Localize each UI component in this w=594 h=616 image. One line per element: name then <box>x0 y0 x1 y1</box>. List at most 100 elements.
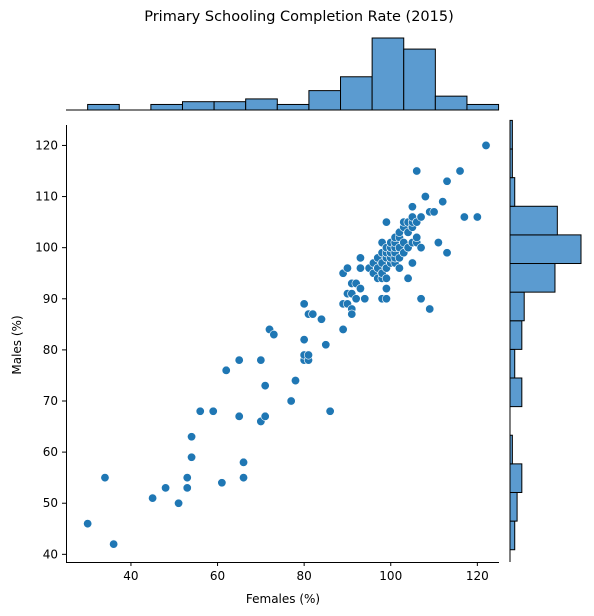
scatter-point <box>394 263 404 273</box>
y-histogram-bar <box>509 491 518 522</box>
scatter-point <box>381 284 391 294</box>
scatter-point <box>239 473 249 483</box>
scatter-point <box>161 483 171 493</box>
scatter-point <box>303 350 313 360</box>
y-tick-label: 50 <box>43 496 58 510</box>
scatter-point <box>403 273 413 283</box>
scatter-point <box>381 294 391 304</box>
x-histogram-bar <box>434 95 468 111</box>
chart-title: Primary Schooling Completion Rate (2015) <box>144 9 454 25</box>
right-marginal-histogram <box>509 119 582 551</box>
y-tick-label: 40 <box>43 547 58 561</box>
scatter-point <box>325 406 335 416</box>
y-histogram-bar <box>509 263 556 293</box>
scatter-point <box>234 411 244 421</box>
scatter-point <box>438 197 448 207</box>
x-tick-label: 40 <box>123 569 138 583</box>
scatter-point <box>269 330 279 340</box>
scatter-point <box>420 192 430 202</box>
scatter-point <box>182 473 192 483</box>
scatter-point <box>472 212 482 222</box>
y-tick-label: 110 <box>35 190 58 204</box>
y-histogram-bar <box>509 348 516 379</box>
scatter-point <box>416 294 426 304</box>
scatter-point <box>433 238 443 248</box>
x-histogram-bar <box>181 101 215 111</box>
x-histogram-bar <box>403 48 436 111</box>
x-axis-label: Females (%) <box>246 592 320 606</box>
scatter-point <box>360 294 370 304</box>
y-tick-label: 70 <box>43 394 58 408</box>
scatter-point <box>412 232 422 242</box>
x-histogram-bar <box>340 76 373 111</box>
scatter-point <box>260 411 270 421</box>
x-histogram-bar <box>308 90 342 111</box>
x-tick-label: 80 <box>297 569 312 583</box>
x-tick-label: 120 <box>466 569 489 583</box>
scatter-point <box>299 299 309 309</box>
scatter-point <box>442 176 452 186</box>
y-histogram-bar <box>509 234 582 265</box>
scatter-point <box>321 340 331 350</box>
x-tick-label: 60 <box>210 569 225 583</box>
scatter-point <box>239 457 249 467</box>
x-histogram-bar <box>276 103 310 111</box>
scatter-point <box>412 166 422 176</box>
y-histogram-bar <box>509 377 523 408</box>
scatter-point <box>260 381 270 391</box>
y-tick-label: 90 <box>43 292 58 306</box>
scatter-point <box>286 396 296 406</box>
y-histogram-bar <box>509 177 516 207</box>
scatter-point <box>100 473 110 483</box>
x-histogram-bar <box>245 98 278 111</box>
scatter-point <box>109 539 119 549</box>
scatter-point <box>381 217 391 227</box>
y-histogram-bar <box>509 520 516 551</box>
x-histogram-bar <box>87 103 120 111</box>
y-histogram-bar <box>509 291 525 322</box>
scatter-point <box>182 483 192 493</box>
scatter-point <box>407 202 417 212</box>
scatter-point <box>442 248 452 258</box>
scatter-point <box>455 166 465 176</box>
x-histogram-bar <box>466 103 500 111</box>
scatter-point <box>459 212 469 222</box>
scatter-point <box>148 493 158 503</box>
scatter-points <box>83 140 491 549</box>
x-tick-label: 100 <box>379 569 402 583</box>
x-axis-ticks: 40 60 80 100 120 <box>123 562 489 583</box>
scatter-point <box>299 335 309 345</box>
x-histogram-bar <box>371 37 405 111</box>
y-tick-label: 100 <box>35 241 58 255</box>
scatter-point <box>187 432 197 442</box>
y-histogram-bar <box>509 205 558 236</box>
scatter-point <box>217 478 227 488</box>
y-tick-label: 120 <box>35 138 58 152</box>
y-tick-label: 80 <box>43 343 58 357</box>
y-histogram-bar <box>509 463 523 493</box>
x-histogram-bar <box>213 101 247 111</box>
scatter-point <box>83 519 93 529</box>
scatter-point <box>342 263 352 273</box>
scatter-point <box>355 253 365 263</box>
scatter-point <box>347 309 357 319</box>
scatter-point <box>316 314 326 324</box>
scatter-point <box>221 365 231 375</box>
scatter-point <box>416 212 426 222</box>
scatter-point <box>195 406 205 416</box>
top-marginal-histogram <box>87 37 500 111</box>
scatter-point <box>338 324 348 334</box>
y-histogram-bar <box>509 320 523 350</box>
scatter-point <box>481 140 491 150</box>
scatter-point <box>208 406 218 416</box>
scatter-point <box>425 304 435 314</box>
scatter-point <box>256 355 266 365</box>
scatter-point <box>355 263 365 273</box>
scatter-point <box>416 243 426 253</box>
scatter-point <box>308 309 318 319</box>
scatter-point <box>174 498 184 508</box>
y-axis-ticks: 40 50 60 70 80 90 100 110 120 <box>35 138 66 561</box>
scatter-point <box>234 355 244 365</box>
y-axis-label: Males (%) <box>10 315 24 374</box>
